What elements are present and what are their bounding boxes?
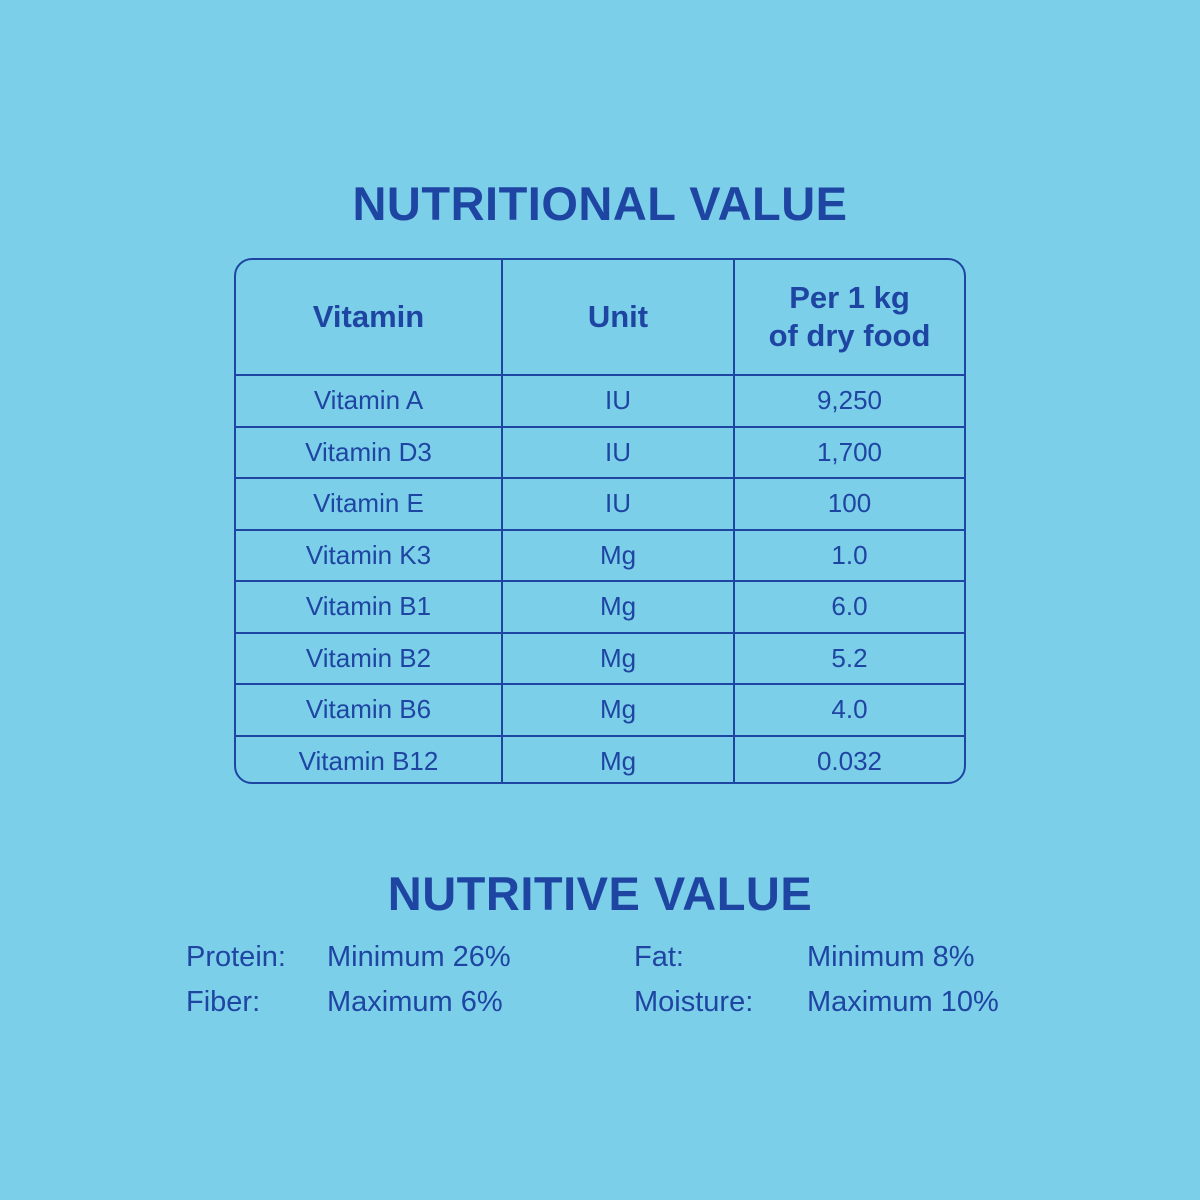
value-cell: 6.0 bbox=[733, 580, 964, 634]
vitamin-name-cell: Vitamin D3 bbox=[236, 425, 503, 479]
vitamin-name-cell: Vitamin B1 bbox=[236, 580, 503, 634]
unit-cell: IU bbox=[501, 374, 735, 428]
header-per-kg: Per 1 kg of dry food bbox=[733, 260, 964, 376]
header-unit: Unit bbox=[501, 260, 735, 376]
vitamin-name-cell: Vitamin A bbox=[236, 374, 503, 428]
table-header-row: Vitamin Unit Per 1 kg of dry food bbox=[236, 260, 964, 376]
value-cell: 4.0 bbox=[733, 683, 964, 737]
table-row: Vitamin K3 Mg 1.0 bbox=[236, 528, 964, 582]
header-per-kg-line2: of dry food bbox=[768, 318, 931, 353]
value-cell: 100 bbox=[733, 477, 964, 531]
vitamin-name-cell: Vitamin E bbox=[236, 477, 503, 531]
protein-value: Minimum 26% bbox=[327, 941, 511, 973]
fat-value: Minimum 8% bbox=[807, 941, 975, 973]
vitamin-name-cell: Vitamin B12 bbox=[236, 734, 503, 782]
protein-label: Protein: bbox=[186, 941, 286, 973]
fat-label: Fat: bbox=[634, 941, 684, 973]
unit-cell: IU bbox=[501, 425, 735, 479]
value-cell: 1.0 bbox=[733, 528, 964, 582]
table-row: Vitamin B6 Mg 4.0 bbox=[236, 683, 964, 737]
nutritive-values: Protein: Minimum 26% Fat: Minimum 8% Fib… bbox=[0, 935, 1200, 1035]
nutritive-value-title: NUTRITIVE VALUE bbox=[387, 867, 813, 920]
table-row: Vitamin B12 Mg 0.032 bbox=[236, 734, 964, 782]
value-cell: 1,700 bbox=[733, 425, 964, 479]
vitamin-table-grid: Vitamin Unit Per 1 kg of dry food Vitami… bbox=[236, 260, 964, 782]
moisture-value: Maximum 10% bbox=[807, 986, 999, 1018]
table-row: Vitamin E IU 100 bbox=[236, 477, 964, 531]
unit-cell: Mg bbox=[501, 683, 735, 737]
table-row: Vitamin B2 Mg 5.2 bbox=[236, 631, 964, 685]
value-cell: 9,250 bbox=[733, 374, 964, 428]
unit-cell: Mg bbox=[501, 734, 735, 782]
table-row: Vitamin A IU 9,250 bbox=[236, 374, 964, 428]
value-cell: 5.2 bbox=[733, 631, 964, 685]
vitamin-name-cell: Vitamin B2 bbox=[236, 631, 503, 685]
table-row: Vitamin D3 IU 1,700 bbox=[236, 425, 964, 479]
table-row: Vitamin B1 Mg 6.0 bbox=[236, 580, 964, 634]
moisture-label: Moisture: bbox=[634, 986, 754, 1018]
unit-cell: Mg bbox=[501, 528, 735, 582]
unit-cell: Mg bbox=[501, 580, 735, 634]
vitamin-table: Vitamin Unit Per 1 kg of dry food Vitami… bbox=[234, 258, 966, 784]
value-cell: 0.032 bbox=[733, 734, 964, 782]
header-per-kg-line1: Per 1 kg bbox=[789, 280, 910, 315]
nutritional-value-title: NUTRITIONAL VALUE bbox=[352, 177, 848, 230]
fiber-value: Maximum 6% bbox=[327, 986, 503, 1018]
fiber-label: Fiber: bbox=[186, 986, 261, 1018]
header-vitamin: Vitamin bbox=[236, 260, 503, 376]
unit-cell: IU bbox=[501, 477, 735, 531]
vitamin-name-cell: Vitamin B6 bbox=[236, 683, 503, 737]
unit-cell: Mg bbox=[501, 631, 735, 685]
vitamin-name-cell: Vitamin K3 bbox=[236, 528, 503, 582]
